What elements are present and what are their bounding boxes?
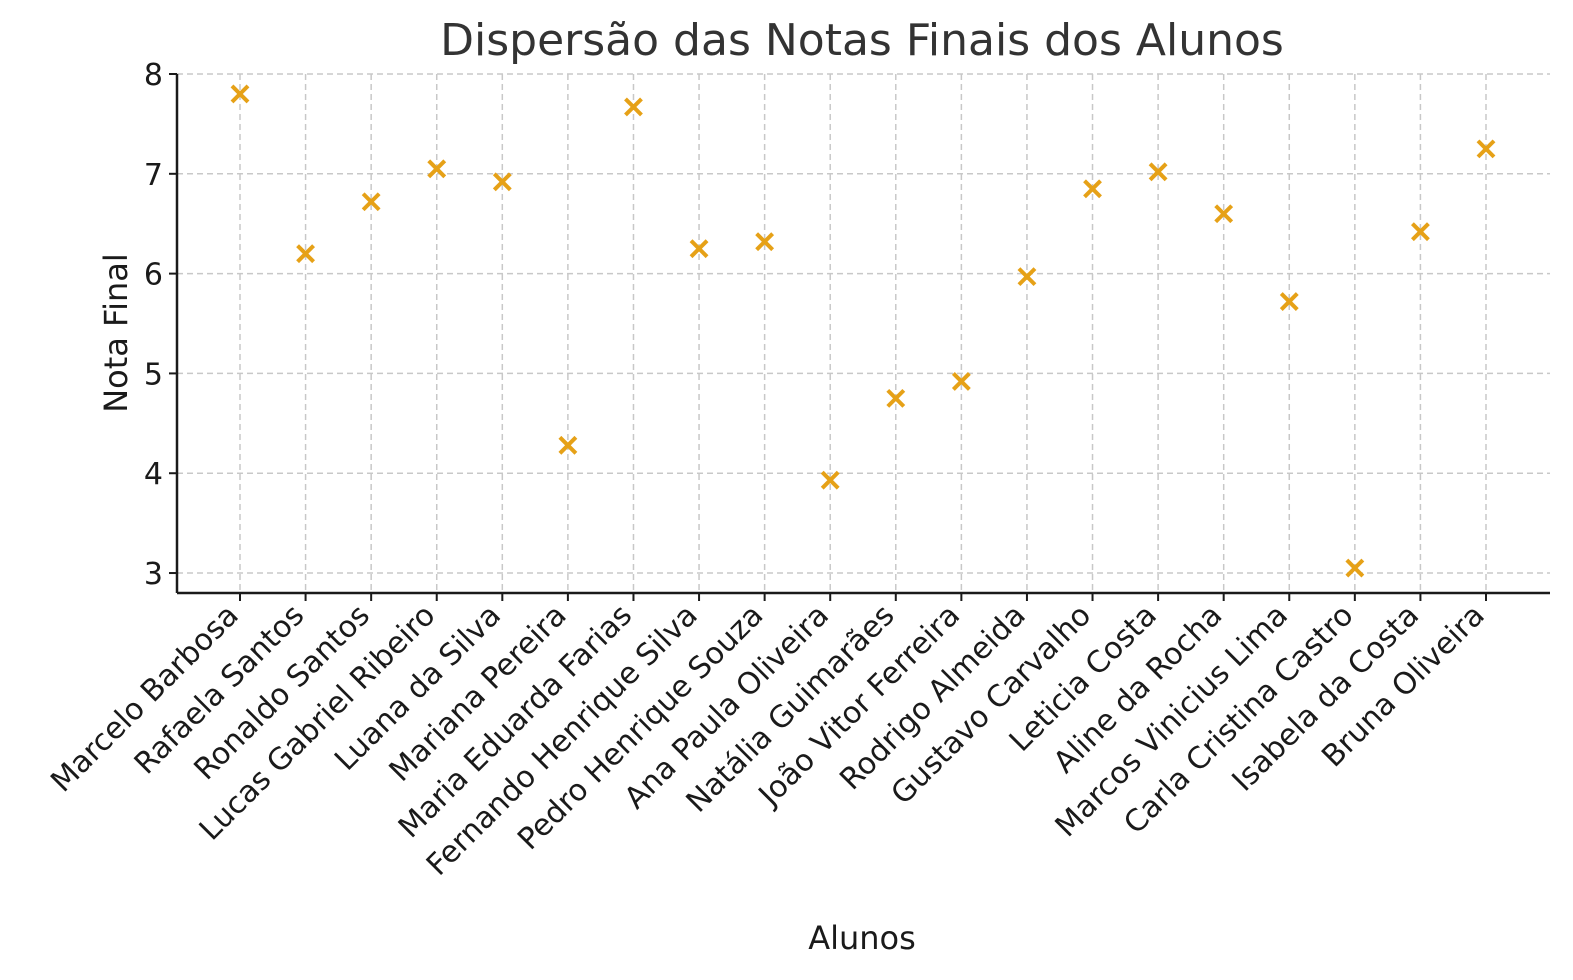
data-point [230, 84, 250, 104]
data-point-stroke [558, 435, 578, 455]
y-axis-label: Nota Final [97, 253, 135, 413]
data-point [558, 435, 578, 455]
data-point [886, 388, 906, 408]
data-point-stroke [1214, 204, 1234, 224]
data-point [1411, 222, 1430, 242]
chart-title: Dispersão das Notas Finais dos Alunos [440, 15, 1284, 66]
data-point-stroke [1411, 222, 1430, 242]
y-tick-label: 7 [144, 158, 163, 193]
y-tick-label: 4 [144, 457, 163, 492]
data-point [624, 97, 643, 117]
data-point [1345, 558, 1365, 578]
data-point-stroke [427, 159, 447, 179]
data-point-stroke [1476, 139, 1496, 159]
data-point [689, 239, 709, 259]
data-point-stroke [361, 192, 381, 212]
data-point-stroke [1279, 292, 1299, 311]
data-point [951, 371, 971, 391]
data-point [1083, 179, 1102, 199]
data-point-stroke [689, 239, 709, 259]
data-points [230, 84, 1496, 578]
data-point [1017, 267, 1037, 287]
data-point [1148, 162, 1168, 182]
data-point-stroke [624, 97, 643, 117]
data-point [427, 159, 447, 179]
data-point [361, 192, 381, 212]
y-tick-label: 5 [144, 357, 163, 392]
data-point [755, 232, 775, 252]
data-point-stroke [755, 232, 775, 252]
data-point-stroke [230, 84, 250, 104]
data-point-stroke [886, 388, 906, 408]
data-point-stroke [1345, 558, 1365, 578]
data-point [1214, 204, 1234, 224]
data-point [1476, 139, 1496, 159]
data-point-stroke [820, 470, 840, 490]
data-point [1279, 292, 1299, 311]
axes [175, 74, 1550, 595]
data-point-stroke [296, 244, 315, 264]
grid [177, 73, 1550, 593]
data-point-stroke [1083, 179, 1102, 199]
y-tick-label: 8 [144, 58, 163, 93]
data-point-stroke [492, 172, 512, 192]
x-axis-label: Alunos [808, 919, 916, 957]
data-point-stroke [1148, 162, 1168, 182]
data-point-stroke [1017, 267, 1037, 287]
y-tick-label: 6 [144, 258, 163, 293]
data-point [820, 470, 840, 490]
y-tick-label: 3 [144, 557, 163, 592]
data-point [296, 244, 315, 264]
data-point-stroke [951, 371, 971, 391]
data-point [492, 172, 512, 192]
